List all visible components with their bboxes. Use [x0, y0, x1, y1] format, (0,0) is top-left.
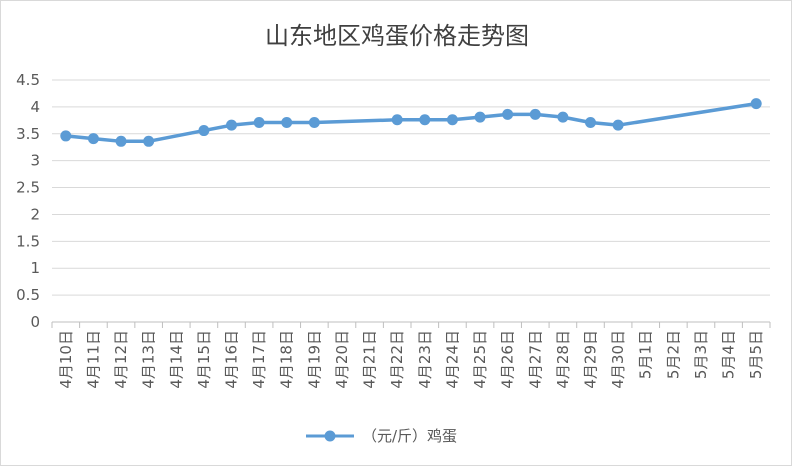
x-tick-label: 4月25日 [471, 330, 489, 389]
x-tick-label: 5月3日 [692, 330, 710, 379]
data-point [557, 111, 569, 123]
x-tick-label: 4月13日 [140, 330, 158, 389]
x-tick-label: 4月16日 [223, 330, 241, 389]
x-tick-label: 4月27日 [526, 330, 544, 389]
data-point [281, 116, 293, 128]
legend: （元/斤）鸡蛋 [306, 427, 457, 445]
x-tick-label: 4月19日 [305, 330, 323, 389]
data-point [226, 119, 237, 131]
x-tick-label: 4月28日 [554, 330, 572, 389]
x-tick-label: 4月23日 [416, 330, 434, 389]
x-tick-label: 4月17日 [250, 330, 268, 389]
y-tick-label: 0 [30, 313, 40, 331]
x-tick-label: 5月5日 [747, 330, 765, 379]
y-tick-label: 2 [30, 205, 40, 223]
series-line [65, 101, 757, 144]
data-point [529, 108, 541, 120]
data-point [446, 114, 458, 126]
data-point [308, 116, 320, 128]
data-point [612, 119, 624, 131]
gridlines [52, 79, 770, 296]
data-point [115, 135, 127, 147]
x-tick-label: 4月14日 [167, 330, 185, 389]
data-point [253, 116, 265, 128]
x-tick-label: 4月10日 [57, 330, 75, 389]
x-tick-label: 4月12日 [112, 330, 130, 389]
data-point [87, 133, 99, 145]
x-tick-label: 4月20日 [333, 330, 351, 389]
data-point [585, 116, 596, 128]
y-tick-label: 4.5 [16, 71, 40, 89]
x-tick-label: 4月11日 [84, 330, 102, 389]
x-tick-label: 4月26日 [499, 330, 517, 389]
data-point [198, 125, 210, 137]
data-point [391, 114, 403, 126]
x-tick-label: 4月21日 [361, 330, 379, 389]
legend-label: （元/斤）鸡蛋 [362, 427, 457, 445]
data-point [474, 111, 486, 123]
x-tick-label: 5月2日 [664, 330, 682, 379]
legend-marker [324, 430, 336, 442]
x-axis: 4月10日 4月11日 4月12日 4月13日 4月14日 4月15日 4月16日 4月17日… [51, 321, 771, 389]
x-tick-label: 4月29日 [582, 330, 600, 389]
x-tick-label: 4月24日 [443, 330, 461, 389]
x-tick-label: 5月4日 [720, 330, 738, 379]
x-tick-label: 4月22日 [388, 330, 406, 389]
x-tick-label: 4月18日 [278, 330, 296, 389]
y-tick-label: 3.5 [16, 125, 40, 143]
chart-title: 山东地区鸡蛋价格走势图 [265, 22, 529, 50]
y-tick-label: 1.5 [16, 232, 40, 250]
data-point [419, 114, 431, 126]
y-tick-label: 0.5 [16, 286, 40, 304]
x-tick-label: 4月30日 [609, 330, 627, 389]
data-point [60, 130, 72, 142]
y-tick-label: 3 [30, 152, 40, 170]
series-layer [60, 98, 762, 147]
data-point [502, 108, 514, 120]
data-point [143, 135, 155, 147]
y-tick-label: 1 [30, 259, 40, 277]
y-tick-label: 4 [30, 98, 40, 116]
x-tick-label: 4月15日 [195, 330, 213, 389]
y-axis-ticks: 0 0.5 1 1.5 2 2.5 3 3.5 4 4.5 [16, 71, 40, 331]
x-tick-label: 5月1日 [637, 330, 655, 379]
y-tick-label: 2.5 [16, 179, 40, 197]
data-point [750, 98, 762, 110]
